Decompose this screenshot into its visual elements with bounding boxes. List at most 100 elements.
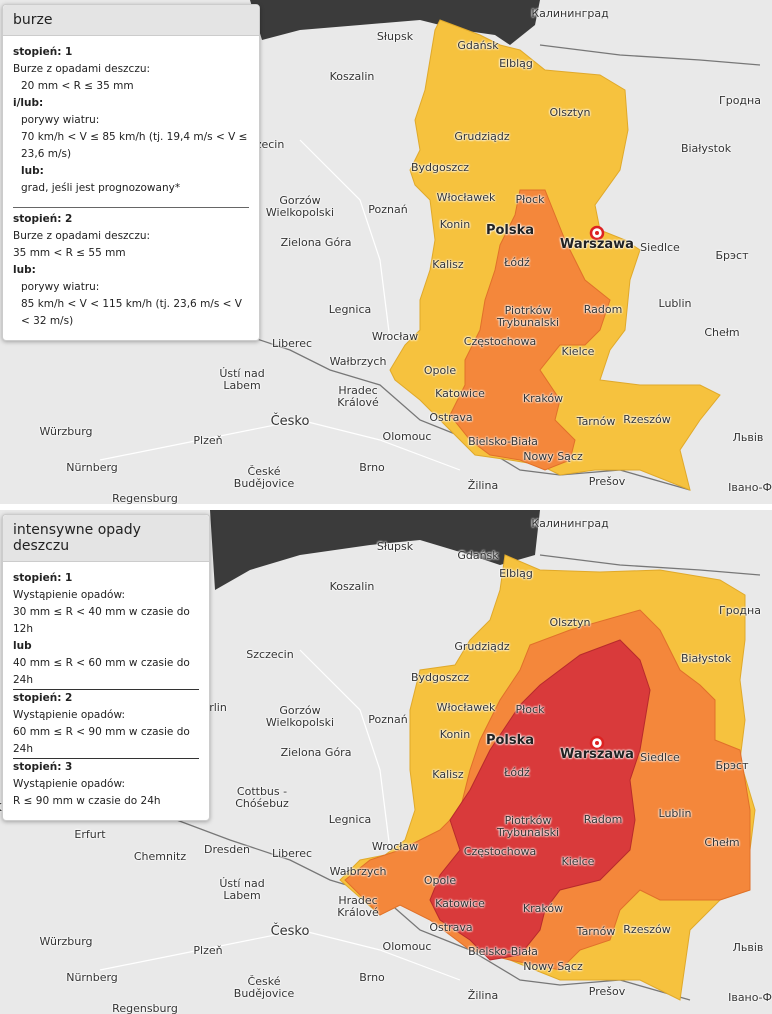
place-label: Polska [485, 733, 535, 748]
legend-text: porywy wiatru: [21, 114, 100, 126]
place-label: Bydgoszcz [410, 671, 470, 684]
place-label: Kalisz [432, 768, 464, 781]
legend-text: 70 km/h < V ≤ 85 km/h (tj. 19,4 m/s < V … [21, 131, 248, 160]
legend: intensywne opady deszczu stopień: 1 Wystąp… [2, 514, 210, 821]
place-label: Калининград [531, 7, 609, 20]
place-label: Łódź [504, 766, 530, 779]
country-border [539, 44, 761, 66]
place-label: Gorzów Wielkopolski [265, 704, 335, 729]
place-label: Cottbus - Chóśebuz [235, 785, 289, 810]
legend-text: 35 mm < R ≤ 55 mm [13, 247, 126, 259]
place-label: Kraków [522, 392, 564, 405]
legend-text: i/lub: [13, 97, 44, 109]
place-label: Olomouc [382, 430, 432, 443]
legend-text: Burze z opadami deszczu: [13, 230, 151, 242]
place-label: Wałbrzych [329, 865, 387, 878]
place-label: Калининград [531, 517, 609, 530]
place-label: Radom [583, 303, 623, 316]
legend-title: intensywne opady deszczu [3, 515, 209, 562]
legend-line: stopień: 2 [13, 690, 199, 707]
legend-text: stopień: 1 [13, 572, 73, 584]
place-label: Grudziądz [454, 640, 510, 653]
place-label: Plzeň [193, 944, 223, 957]
place-label: Poznań [368, 203, 408, 216]
legend: burze stopień: 1 Burze z opadami deszczu: 2… [2, 4, 260, 341]
place-label: Dresden [204, 843, 250, 856]
place-label: Szczecin [246, 648, 294, 661]
place-label: Brno [359, 461, 385, 474]
legend-text: Burze z opadami deszczu: [13, 63, 151, 75]
place-label: Гродна [719, 94, 761, 107]
place-label: Radom [583, 813, 623, 826]
place-label: Брэст [715, 249, 749, 262]
place-label: Liberec [271, 337, 313, 350]
legend-line: Wystąpienie opadów: [13, 707, 199, 724]
place-label: Olsztyn [549, 106, 591, 119]
place-label: Opole [423, 364, 457, 377]
place-label: Elbląg [499, 567, 533, 580]
place-label: Wrocław [371, 840, 419, 853]
place-label: Tarnów [576, 415, 616, 428]
legend-text: 30 mm ≤ R < 40 mm w czasie do 12h [13, 606, 190, 635]
legend-line: porywy wiatru: [13, 279, 249, 296]
place-label: Chełm [704, 836, 740, 849]
place-label: Regensburg [112, 1002, 178, 1014]
place-label: Białystok [680, 652, 732, 665]
legend-text: lub: [21, 165, 44, 177]
place-label: Katowice [435, 387, 485, 400]
country-border [149, 809, 691, 1001]
place-label: Rzeszów [623, 923, 671, 936]
sea [210, 510, 540, 590]
country-border [149, 299, 691, 491]
place-label: Włocławek [436, 701, 496, 714]
place-label: Grudziądz [454, 130, 510, 143]
place-label: Wrocław [371, 330, 419, 343]
legend-line: stopień: 3 [13, 759, 199, 776]
place-label: Kielce [561, 855, 595, 868]
place-label: Kalisz [432, 258, 464, 271]
place-label: Konin [439, 728, 471, 741]
place-label: Płock [515, 703, 545, 716]
legend-line: 35 mm < R ≤ 55 mm [13, 245, 249, 262]
legend-line: 60 mm ≤ R < 90 mm w czasie do 24h [13, 724, 199, 759]
legend-text: 20 mm < R ≤ 35 mm [21, 80, 134, 92]
country-border [539, 554, 761, 576]
place-label: Piotrków Trybunalski [496, 814, 559, 839]
legend-text: lub: [13, 264, 36, 276]
place-label: Львів [732, 431, 764, 444]
place-label: České Budějovice [233, 975, 295, 1000]
place-label: Warszawa [560, 237, 634, 252]
place-label: Zielona Góra [280, 236, 352, 249]
place-label: Erfurt [74, 828, 106, 841]
place-label: Poznań [368, 713, 408, 726]
place-label: Katowice [435, 897, 485, 910]
map [99, 0, 761, 491]
place-label: Legnica [328, 303, 372, 316]
legend-text: Wystąpienie opadów: [13, 778, 126, 790]
place-label: Częstochowa [463, 335, 537, 348]
capital-marker-dot [595, 231, 599, 235]
place-label: Konin [439, 218, 471, 231]
legend-line: R ≤ 90 mm w czasie do 24h [13, 793, 199, 810]
place-label: Ostrava [429, 921, 473, 934]
place-label: Bielsko-Biała [468, 435, 538, 448]
place-label: Elbląg [499, 57, 533, 70]
place-label: Prešov [588, 475, 626, 488]
place-label: Bydgoszcz [410, 161, 470, 174]
place-label: Würzburg [39, 935, 93, 948]
legend-line: grad, jeśli jest prognozowany* [13, 180, 249, 197]
legend-line: 30 mm ≤ R < 40 mm w czasie do 12h [13, 604, 199, 638]
legend-line: porywy wiatru: [13, 112, 249, 129]
legend-line: Wystąpienie opadów: [13, 776, 199, 793]
place-label: Würzburg [39, 425, 93, 438]
legend-text: porywy wiatru: [21, 281, 100, 293]
legend-text: grad, jeśli jest prognozowany* [21, 182, 181, 194]
legend-body: stopień: 1 Wystąpienie opadów: 30 mm ≤ R <… [3, 562, 209, 820]
place-label: Брэст [715, 759, 749, 772]
place-label: Polska [485, 223, 535, 238]
place-label: Włocławek [436, 191, 496, 204]
legend-line: 85 km/h < V < 115 km/h (tj. 23,6 m/s < V… [13, 296, 249, 330]
legend-text: stopień: 3 [13, 761, 73, 773]
legend-text: Wystąpienie opadów: [13, 589, 126, 601]
place-label: Warszawa [560, 747, 634, 762]
